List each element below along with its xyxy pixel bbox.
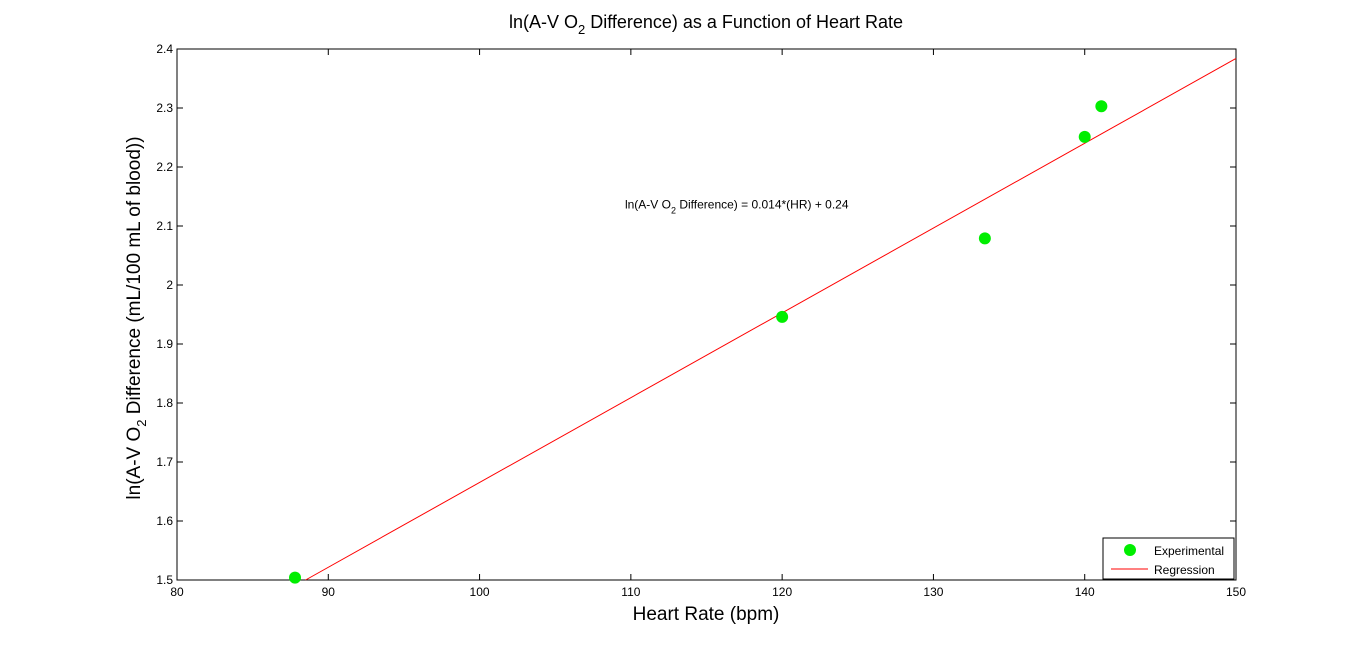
x-tick-label: 90 (322, 585, 336, 599)
x-tick-label: 140 (1075, 585, 1095, 599)
x-tick-label: 130 (923, 585, 943, 599)
y-tick-label: 2.1 (156, 219, 173, 233)
axis-ticks (176, 48, 1237, 581)
experimental-point-2 (978, 232, 991, 245)
plot-area (176, 48, 1237, 581)
y-tick-label: 1.5 (156, 573, 173, 587)
x-axis-label: Heart Rate (bpm) (633, 604, 780, 625)
y-tick-label: 2 (166, 278, 173, 292)
x-tick-label: 100 (470, 585, 490, 599)
axis-tick-labels: 80 90 100 110 120 130 140 150 1.5 1.6 1.7 1.8 1.9 2 2.… (156, 42, 1246, 599)
y-tick-label: 2.4 (156, 42, 173, 56)
y-tick-label: 2.2 (156, 160, 173, 174)
experimental-point-4 (1095, 100, 1108, 113)
legend-box (1102, 537, 1235, 580)
y-tick-label: 1.6 (156, 514, 173, 528)
chart-marks (289, 58, 1237, 584)
y-tick-label: 1.7 (156, 455, 173, 469)
chart-title: ln(A-V O2 Difference) as a Function of H… (509, 12, 903, 37)
x-tick-label: 110 (621, 585, 640, 599)
regression-line (305, 58, 1237, 581)
legend: Experimental Regression (1102, 537, 1235, 580)
experimental-point-0 (289, 571, 302, 584)
regression-equation-annotation: ln(A-V O2 Difference) = 0.014*(HR) + 0.2… (625, 197, 849, 215)
y-tick-label: 2.3 (156, 101, 173, 115)
y-tick-label: 1.8 (156, 396, 173, 410)
legend-label-regression: Regression (1154, 563, 1215, 577)
experimental-point-1 (776, 310, 789, 323)
experimental-point-3 (1078, 130, 1091, 143)
x-tick-label: 120 (772, 585, 792, 599)
y-axis-label: ln(A-V O2 Difference (mL/100 mL of blood… (124, 136, 149, 499)
x-tick-label: 80 (170, 585, 184, 599)
legend-marker-experimental (1124, 544, 1136, 556)
y-tick-label: 1.9 (156, 337, 173, 351)
legend-label-experimental: Experimental (1154, 544, 1224, 558)
x-tick-label: 150 (1226, 585, 1246, 599)
